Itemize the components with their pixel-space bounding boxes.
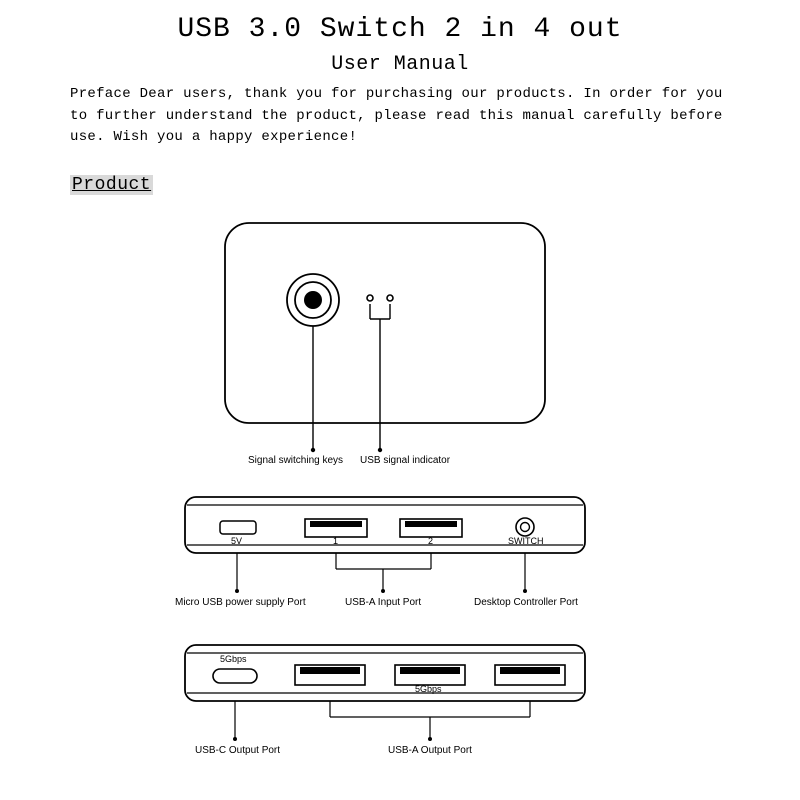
section-product-heading: Product	[70, 175, 153, 195]
label-usba-input: USB-A Input Port	[345, 597, 421, 608]
rear-panel-diagram: 5Gbps 5Gbps USB-C Output Port USB-A Outp…	[70, 639, 730, 769]
top-view-diagram: Signal switching keys USB signal indicat…	[70, 215, 730, 475]
label-signal-switching-keys: Signal switching keys	[248, 455, 343, 466]
preface-text: Preface Dear users, thank you for purcha…	[70, 84, 730, 149]
label-desktop-controller: Desktop Controller Port	[474, 597, 578, 608]
label-port-2: 2	[428, 536, 433, 546]
label-usbc-5gbps: 5Gbps	[220, 654, 247, 664]
front-panel-diagram: 5V 1 2 SWITCH Micro USB power supply Por…	[70, 491, 730, 621]
page-title: USB 3.0 Switch 2 in 4 out	[70, 14, 730, 45]
label-usbc-output: USB-C Output Port	[195, 745, 280, 756]
label-switch-port: SWITCH	[508, 536, 544, 546]
label-usba-output: USB-A Output Port	[388, 745, 472, 756]
label-usba-5gbps: 5Gbps	[415, 684, 442, 694]
label-5v: 5V	[231, 536, 242, 546]
page-subtitle: User Manual	[70, 53, 730, 76]
label-usb-signal-indicator: USB signal indicator	[360, 455, 450, 466]
label-micro-usb: Micro USB power supply Port	[175, 597, 306, 608]
label-port-1: 1	[333, 536, 338, 546]
